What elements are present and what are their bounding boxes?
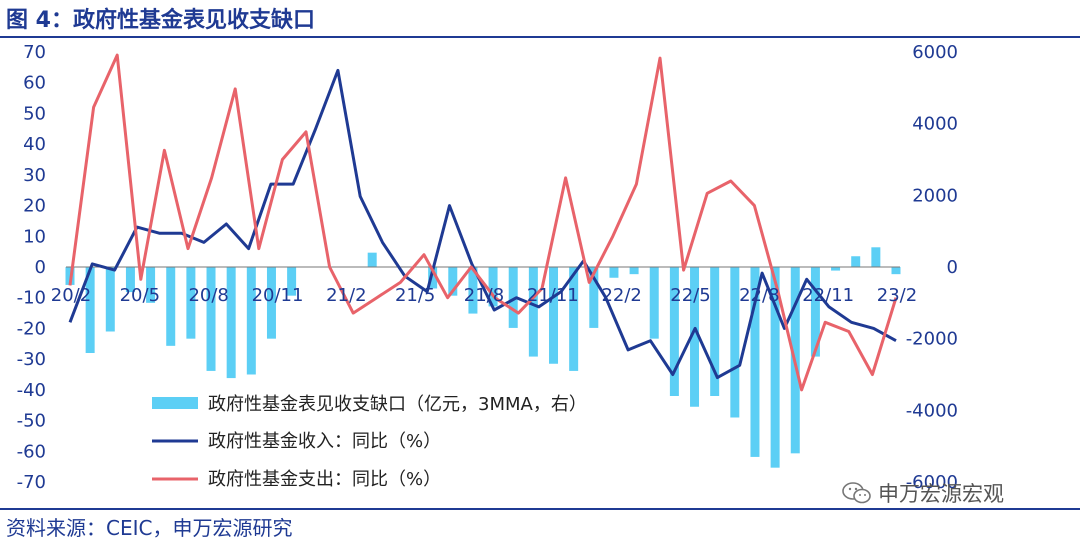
gap-bar [810, 267, 820, 357]
gap-bar [125, 267, 135, 293]
left-tick-label: -20 [17, 318, 46, 339]
legend-swatch-gap [152, 397, 198, 409]
line-series [68, 53, 898, 392]
left-tick-label: -50 [17, 411, 46, 432]
source-note: 资料来源：CEIC，申万宏源研究 [6, 516, 293, 540]
x-tick-label: 21/11 [527, 285, 579, 306]
x-tick-label: 20/11 [252, 285, 304, 306]
right-tick-label: 0 [947, 257, 958, 278]
left-tick-label: 50 [23, 103, 46, 124]
right-axis-ticks: 6000 4000 2000 0 -2000 -4000 -6000 [906, 42, 958, 493]
legend-label: 政府性基金表见收支缺口（亿元，3MMA，右） [208, 394, 587, 415]
x-tick-label: 22/11 [802, 285, 854, 306]
gap-bar [750, 267, 760, 457]
gap-bar [891, 267, 901, 275]
left-tick-label: -70 [17, 472, 46, 493]
x-tick-label: 22/8 [739, 285, 779, 306]
gap-bar [569, 267, 579, 371]
gap-bar [85, 267, 95, 353]
gap-bar [730, 267, 740, 418]
right-tick-label: 6000 [912, 42, 958, 63]
chart: 70 60 50 40 30 20 10 0 -10 -20 -30 -40 -50 -60 -70 600… [17, 42, 958, 493]
left-tick-label: -40 [17, 380, 46, 401]
x-tick-label: 20/8 [188, 285, 228, 306]
gap-bar [649, 267, 659, 339]
gap-bar [669, 267, 679, 396]
legend-label: 政府性基金支出：同比（%） [208, 469, 441, 490]
left-tick-label: -10 [17, 288, 46, 309]
gap-bar [549, 267, 559, 364]
x-tick-label: 21/8 [464, 285, 504, 306]
gap-bar [468, 267, 478, 314]
right-tick-label: -6000 [906, 472, 958, 493]
right-tick-label: -4000 [906, 400, 958, 421]
x-tick-label: 21/5 [395, 285, 435, 306]
x-tick-label: 21/2 [326, 285, 366, 306]
left-axis-ticks: 70 60 50 40 30 20 10 0 -10 -20 -30 -40 -50 -60 -70 [17, 42, 46, 493]
legend: 政府性基金表见收支缺口（亿元，3MMA，右） 政府性基金收入：同比（%） 政府性基金… [152, 394, 587, 490]
left-tick-label: 70 [23, 42, 46, 63]
gap-bar [105, 267, 115, 332]
right-tick-label: 2000 [912, 185, 958, 206]
gap-bar [488, 267, 498, 307]
gap-bar [226, 267, 236, 379]
gap-bar [367, 252, 377, 267]
gap-bar [166, 267, 176, 346]
x-tick-label: 20/5 [120, 285, 160, 306]
gap-bar [871, 247, 881, 267]
gap-bar [831, 267, 841, 271]
x-tick-label: 20/2 [51, 285, 91, 306]
x-tick-label: 23/2 [877, 285, 917, 306]
expenditure-line [68, 53, 898, 392]
x-tick-label: 22/2 [601, 285, 641, 306]
watermark: 申万宏源宏观 [842, 478, 1004, 508]
gap-bar [186, 267, 196, 339]
gap-bar [146, 267, 156, 303]
wechat-icon [842, 482, 871, 504]
gap-bar [851, 256, 861, 267]
gap-bar [266, 267, 276, 339]
gap-bar [528, 267, 538, 357]
gap-bar [609, 267, 619, 278]
left-tick-label: 40 [23, 134, 46, 155]
x-axis-ticks: 20/2 20/5 20/8 20/11 21/2 21/5 21/8 21/11 22/2 22… [51, 285, 917, 306]
left-tick-label: -30 [17, 349, 46, 370]
page-title: 图 4：政府性基金表见收支缺口 [6, 8, 315, 33]
gap-bar [428, 267, 438, 289]
gap-bar [448, 267, 458, 296]
right-tick-label: 4000 [912, 114, 958, 135]
left-tick-label: -60 [17, 441, 46, 462]
gap-bar [206, 267, 216, 371]
left-tick-label: 60 [23, 73, 46, 94]
title-rule [0, 36, 1080, 38]
legend-label: 政府性基金收入：同比（%） [208, 431, 441, 452]
gap-bar [246, 267, 256, 375]
bar-series-gap [65, 247, 901, 468]
left-tick-label: 0 [35, 257, 46, 278]
left-tick-label: 20 [23, 196, 46, 217]
gap-bar [508, 267, 518, 328]
watermark-text: 申万宏源宏观 [878, 482, 1004, 506]
x-tick-label: 22/5 [670, 285, 710, 306]
gap-bar [710, 267, 720, 396]
left-tick-label: 30 [23, 165, 46, 186]
gap-bar [589, 267, 599, 328]
gap-bar [629, 267, 639, 275]
gap-bar [690, 267, 700, 407]
gap-bar [770, 267, 780, 468]
gap-bar [287, 267, 297, 296]
right-tick-label: -2000 [906, 329, 958, 350]
revenue-line [68, 68, 897, 380]
source-rule [0, 508, 1080, 510]
left-tick-label: 10 [23, 226, 46, 247]
